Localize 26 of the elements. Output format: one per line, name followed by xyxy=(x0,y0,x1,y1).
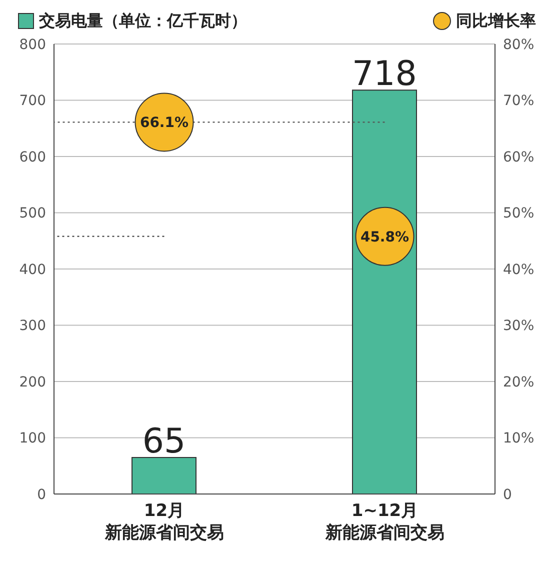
data-label: 65 xyxy=(142,421,186,462)
x-tick-label: 12月新能源省间交易 xyxy=(104,501,224,543)
legend-label: 交易电量（单位：亿千瓦时） xyxy=(39,10,247,32)
y2-tick-label: 70% xyxy=(503,93,534,110)
x-tick-label: 1~12月新能源省间交易 xyxy=(324,501,444,543)
y2-tick-label: 50% xyxy=(503,206,534,222)
y2-tick-label: 80% xyxy=(503,36,534,53)
y-tick-label: 0 xyxy=(37,486,46,503)
y2-tick-label: 10% xyxy=(503,430,534,447)
y2-tick-label: 20% xyxy=(503,374,534,390)
y2-tick-label: 40% xyxy=(503,262,534,278)
y2-tick-label: 30% xyxy=(503,318,534,334)
y2-tick-label: 60% xyxy=(503,149,534,166)
data-label: 66.1% xyxy=(140,115,189,132)
y-tick-label: 300 xyxy=(19,318,46,334)
legend-label: 同比增长率 xyxy=(456,10,536,32)
y2-tick-label: 0 xyxy=(503,486,512,503)
data-label: 45.8% xyxy=(360,229,410,246)
y-tick-label: 100 xyxy=(19,430,46,447)
data-label: 718 xyxy=(352,54,417,94)
y-tick-label: 400 xyxy=(19,262,46,278)
y-tick-label: 700 xyxy=(19,93,46,110)
y-tick-label: 500 xyxy=(19,206,46,222)
y-tick-label: 600 xyxy=(19,149,46,166)
y-tick-label: 800 xyxy=(19,36,46,53)
y-tick-label: 200 xyxy=(19,374,46,390)
